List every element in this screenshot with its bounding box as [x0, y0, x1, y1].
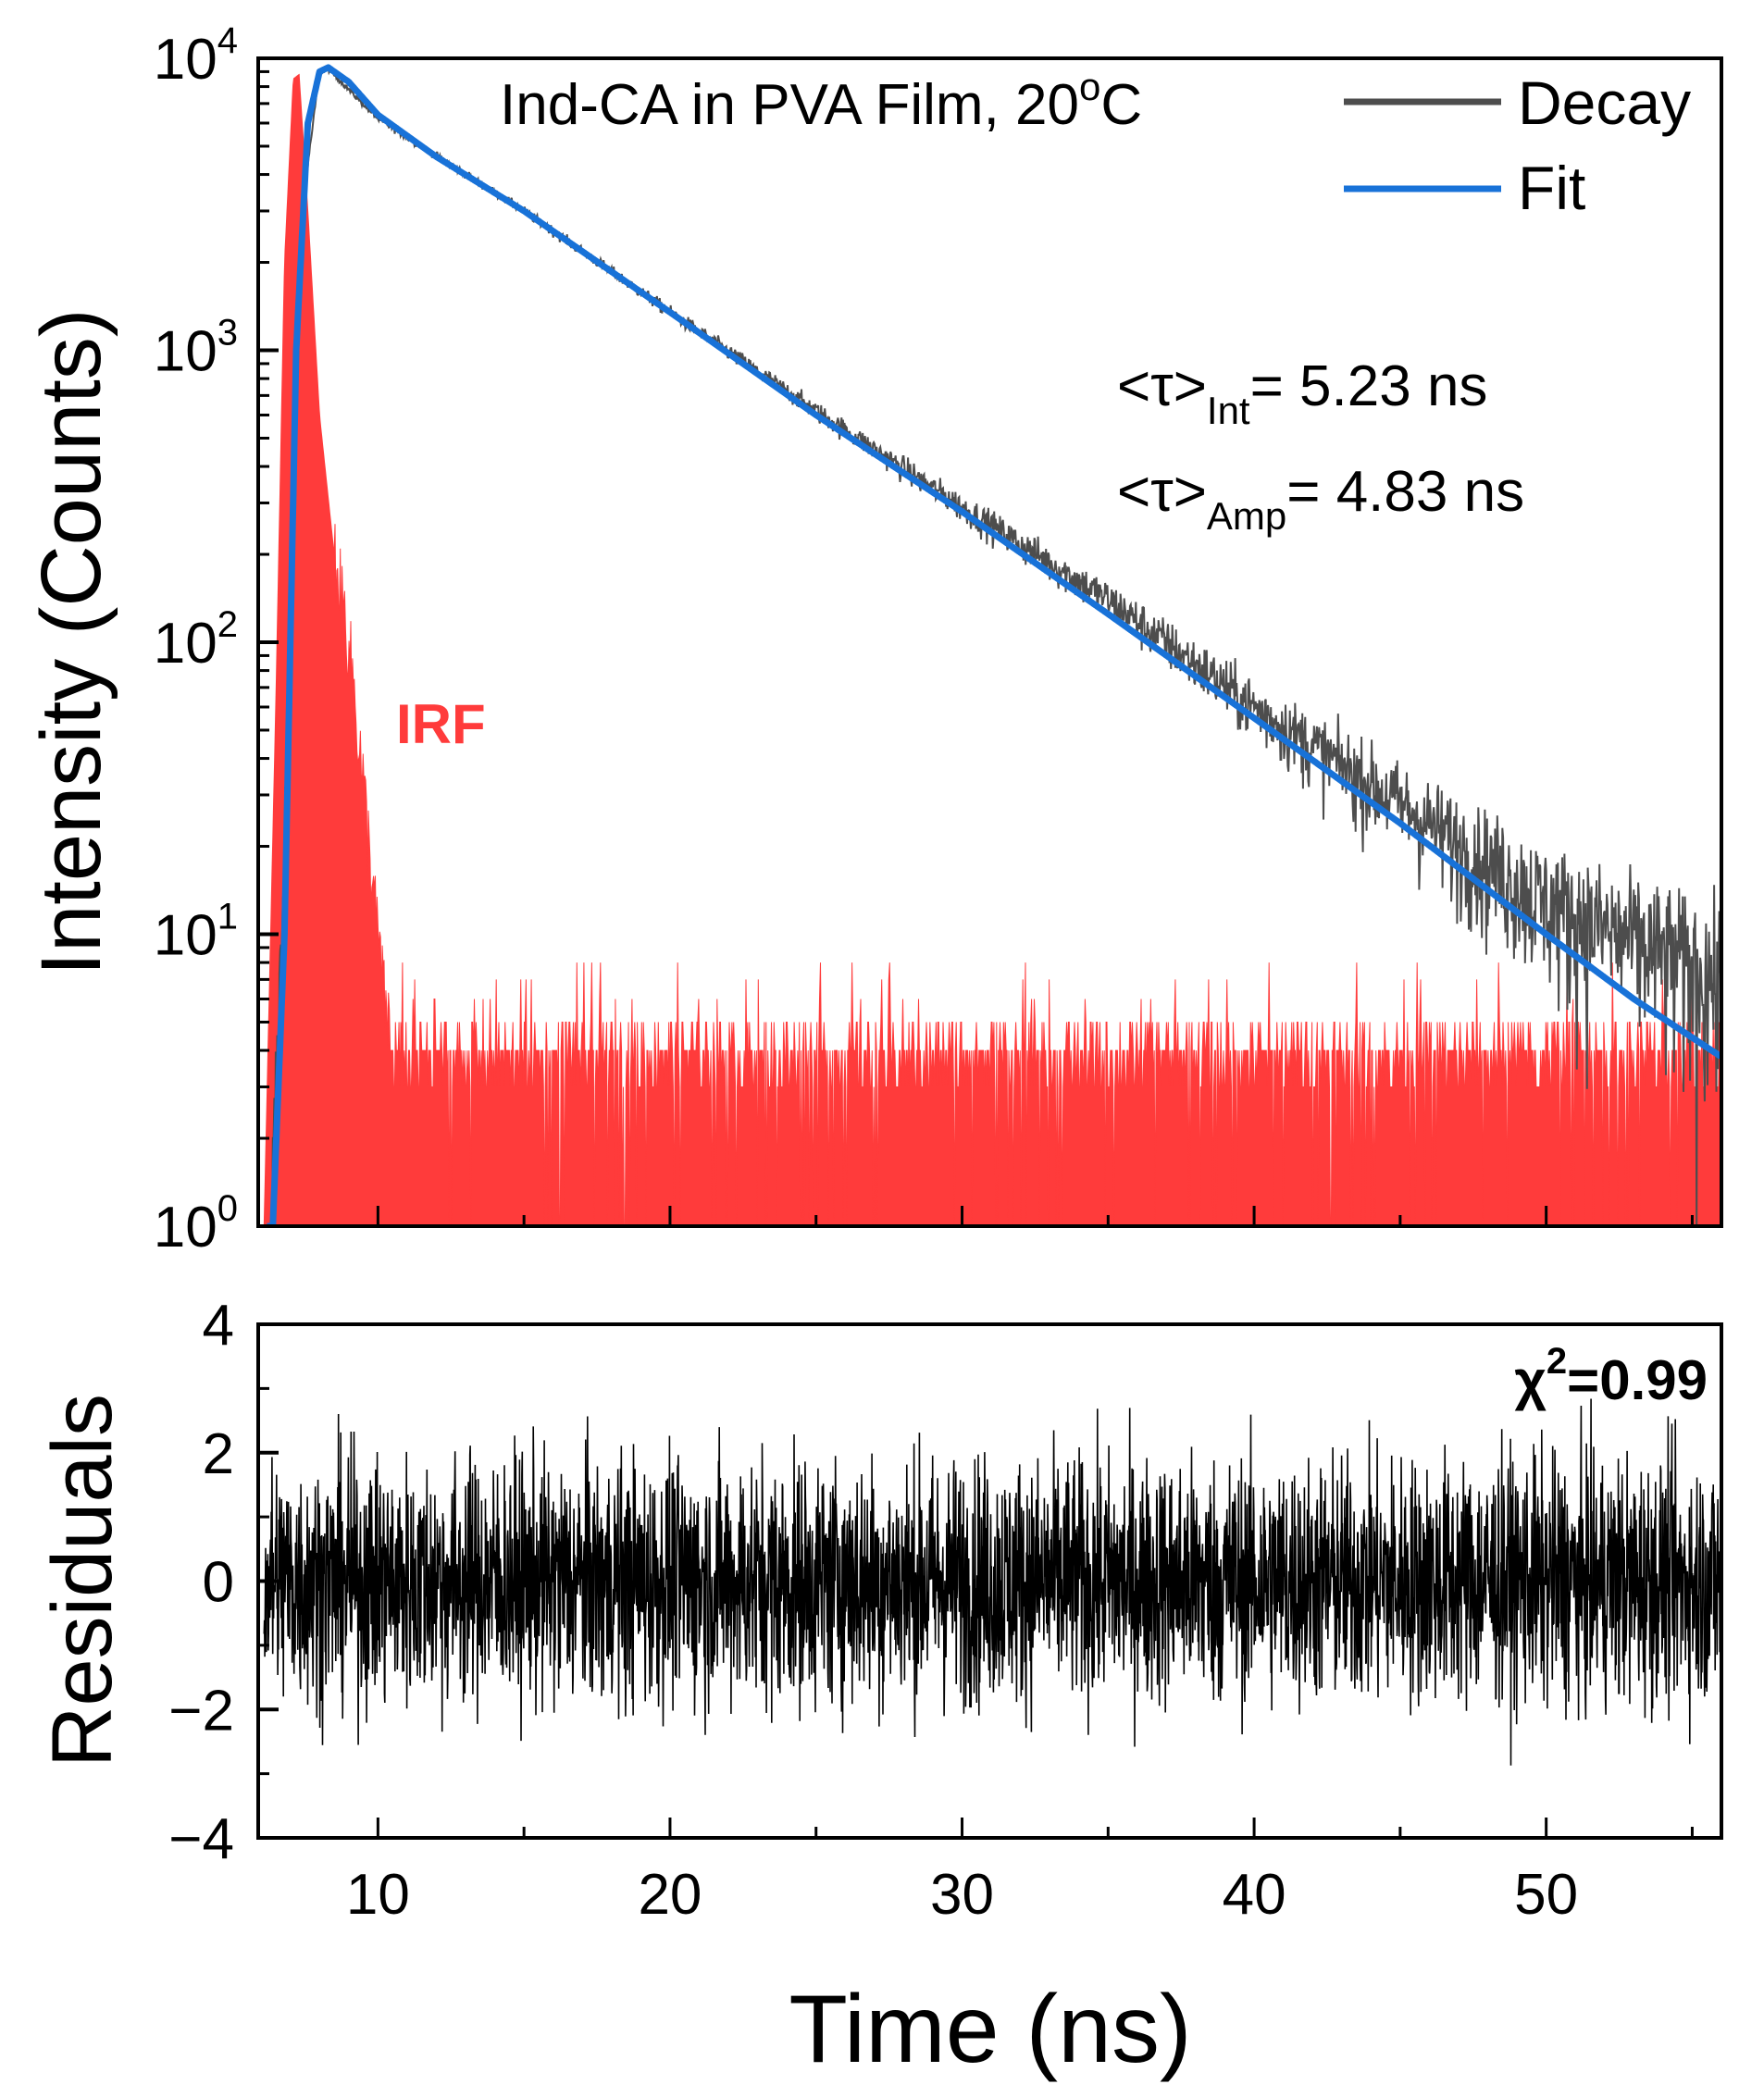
chart-title: Ind-CA in PVA Film, 20oC	[500, 65, 1142, 137]
y-tick-label: 102	[154, 604, 238, 676]
irf-label: IRF	[396, 693, 486, 755]
residuals-y-tick-label: −2	[168, 1679, 234, 1743]
residuals-series	[263, 1398, 1721, 1766]
y-tick-label: 101	[154, 897, 238, 968]
residuals-y-tick-label: −4	[168, 1807, 234, 1871]
y-tick-label: 103	[154, 313, 238, 384]
residuals-y-tick-label: 4	[203, 1294, 234, 1358]
legend: Decay Fit	[1344, 68, 1691, 222]
legend-decay-label: Decay	[1518, 68, 1691, 137]
fit-series	[264, 64, 1721, 1226]
residuals-plot: −4 −2 0 2 4 10 20 30 40 50 χ2=0.99 Residuals Tim…	[35, 1294, 1723, 2083]
x-tick-label: 20	[638, 1863, 702, 1927]
residuals-y-axis: −4 −2 0 2 4	[168, 1294, 279, 1871]
x-tick-label: 10	[346, 1863, 410, 1927]
decay-x-ticks	[376, 1206, 1694, 1226]
legend-fit-label: Fit	[1518, 154, 1585, 222]
decay-y-axis: 100 101 102 103 104	[154, 20, 279, 1259]
decay-plot-frame	[256, 56, 1723, 1228]
irf-series	[263, 73, 1721, 1226]
x-tick-label: 50	[1514, 1863, 1578, 1927]
decay-plot: 100 101 102 103 104 Ind-CA in PVA Film, 20oC…	[24, 20, 1723, 1259]
x-axis-title: Time (ns)	[789, 1976, 1191, 2083]
y-tick-label: 100	[154, 1188, 238, 1259]
residuals-y-axis-title: Residuals	[35, 1394, 130, 1768]
chi-square-annotation: χ2=0.99	[1514, 1341, 1708, 1411]
x-tick-label: 40	[1223, 1863, 1286, 1927]
tau-int-annotation: <τ>Int= 5.23 ns	[1117, 354, 1487, 432]
residuals-y-tick-label: 0	[203, 1551, 234, 1615]
x-tick-label: 30	[930, 1863, 994, 1927]
y-tick-label: 104	[154, 20, 238, 92]
residuals-x-axis: 10 20 30 40 50	[346, 1818, 1694, 1927]
decay-series	[269, 66, 1721, 1226]
residuals-y-tick-label: 2	[203, 1422, 234, 1486]
tau-amp-annotation: <τ>Amp= 4.83 ns	[1117, 460, 1524, 538]
decay-y-axis-title: Intensity (Counts)	[24, 309, 118, 976]
